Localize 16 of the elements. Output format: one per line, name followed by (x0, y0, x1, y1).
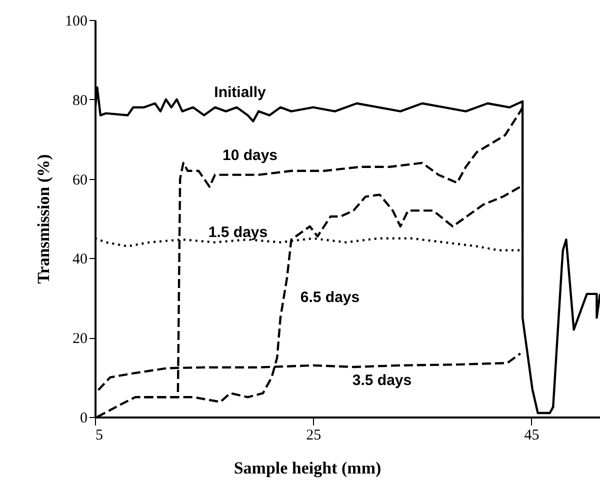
y-axis-title: Transmission (%) (34, 154, 53, 284)
series-label: 10 days (222, 147, 278, 164)
y-tick-label: 20 (72, 331, 88, 348)
y-tick-label: 40 (72, 252, 88, 268)
x-tick-label: 45 (524, 428, 540, 444)
x-tick-label: 25 (306, 428, 322, 444)
y-tick-label: 0 (80, 410, 88, 426)
series-label: 1.5 days (208, 224, 268, 241)
x-axis-title: Sample height (mm) (234, 458, 382, 478)
x-tick-label: 5 (96, 428, 103, 444)
series-label: Initially (214, 84, 266, 101)
series-label: 3.5 days (352, 372, 412, 389)
series-label: 6.5 days (300, 289, 360, 306)
y-tick-label: 60 (72, 172, 88, 188)
y-tick-label: 100 (65, 14, 88, 30)
y-tick-label: 80 (72, 92, 88, 109)
